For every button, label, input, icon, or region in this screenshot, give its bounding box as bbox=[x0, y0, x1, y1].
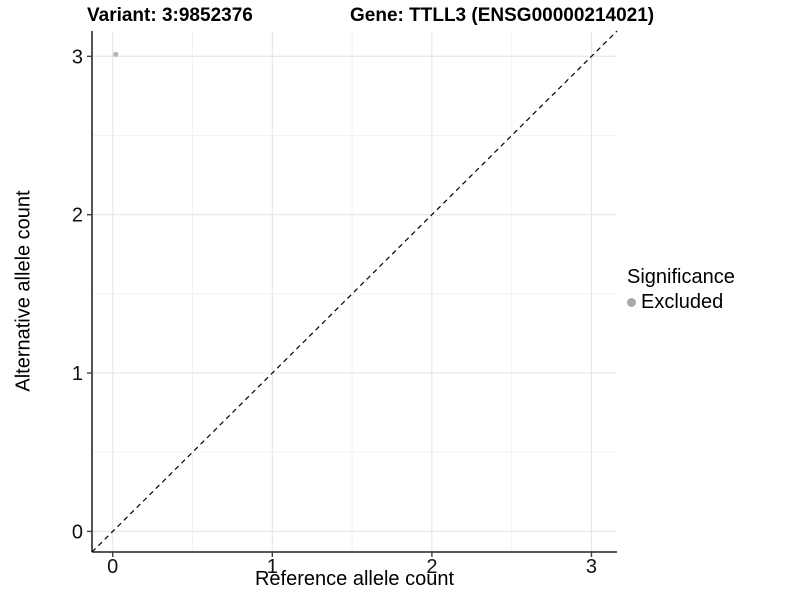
data-point-excluded bbox=[113, 51, 119, 57]
legend-title: Significance bbox=[627, 266, 735, 288]
plot-title-variant: Variant: 3:9852376 bbox=[87, 5, 253, 26]
identity-reference-line bbox=[91, 30, 618, 553]
x-tick-label-0: 0 bbox=[107, 556, 118, 578]
y-tick-label-2: 2 bbox=[72, 205, 83, 227]
x-tick-label-3: 3 bbox=[586, 556, 597, 578]
legend-item-label: Excluded bbox=[641, 291, 724, 313]
y-tick-label-1: 1 bbox=[72, 363, 83, 385]
x-axis-title: Reference allele count bbox=[254, 568, 454, 590]
legend-point-icon bbox=[627, 298, 636, 307]
legend: Significance Excluded bbox=[627, 266, 735, 314]
y-tick-label-0: 0 bbox=[72, 521, 83, 543]
plot-title-gene: Gene: TTLL3 (ENSG00000214021) bbox=[350, 5, 655, 26]
x-tick-label-2: 2 bbox=[426, 556, 437, 578]
y-axis-title: Alternative allele count bbox=[12, 190, 35, 392]
y-tick-label-3: 3 bbox=[72, 46, 83, 68]
legend-item-excluded: Excluded bbox=[627, 291, 735, 314]
x-tick-label-1: 1 bbox=[267, 556, 278, 578]
